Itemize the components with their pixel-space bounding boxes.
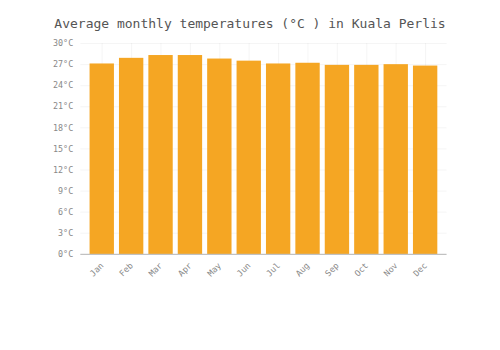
svg-text:3°C: 3°C xyxy=(58,228,73,238)
html-text:Average monthly temperatures (: Average monthly temperatures (°C ) in Ku… xyxy=(54,16,446,31)
svg-text:Sep: Sep xyxy=(323,261,341,279)
svg-text:15°C: 15°C xyxy=(53,144,73,154)
svg-text:24°C: 24°C xyxy=(53,80,73,90)
svg-text:Jan: Jan xyxy=(88,261,106,279)
svg-text:May: May xyxy=(205,261,223,279)
svg-text:Jun: Jun xyxy=(235,261,253,279)
svg-text:Jul: Jul xyxy=(264,261,282,279)
svg-text:Feb: Feb xyxy=(117,261,135,279)
svg-text:Aug: Aug xyxy=(293,261,311,279)
svg-text:12°C: 12°C xyxy=(53,165,73,175)
svg-text:9°C: 9°C xyxy=(58,186,73,196)
svg-text:27°C: 27°C xyxy=(53,59,73,69)
svg-text:Oct: Oct xyxy=(352,261,370,279)
svg-text:18°C: 18°C xyxy=(53,123,73,133)
svg-text:Apr: Apr xyxy=(176,261,194,279)
svg-text:21°C: 21°C xyxy=(53,101,73,111)
svg-text:0°C: 0°C xyxy=(58,249,73,259)
svg-text:Dec: Dec xyxy=(411,261,429,279)
svg-text:6°C: 6°C xyxy=(58,207,73,217)
svg-text:Mar: Mar xyxy=(147,261,165,279)
svg-text:Nov: Nov xyxy=(382,261,400,279)
svg-text:30°C: 30°C xyxy=(53,38,73,48)
